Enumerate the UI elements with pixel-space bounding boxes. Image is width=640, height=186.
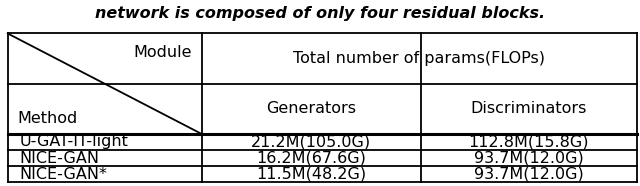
- Text: 93.7M(12.0G): 93.7M(12.0G): [474, 167, 584, 182]
- Text: Generators: Generators: [266, 101, 356, 116]
- Text: Discriminators: Discriminators: [471, 101, 587, 116]
- Text: 112.8M(15.8G): 112.8M(15.8G): [468, 134, 589, 150]
- Text: Method: Method: [17, 111, 77, 126]
- Text: 21.2M(105.0G): 21.2M(105.0G): [252, 134, 371, 150]
- Text: 11.5M(48.2G): 11.5M(48.2G): [256, 167, 367, 182]
- Text: network is composed of only four residual blocks.: network is composed of only four residua…: [95, 6, 545, 20]
- Text: NICE-GAN*: NICE-GAN*: [19, 167, 107, 182]
- Text: Total number of params(FLOPs): Total number of params(FLOPs): [293, 51, 545, 66]
- Text: NICE-GAN: NICE-GAN: [19, 151, 99, 166]
- Text: U-GAT-IT-light: U-GAT-IT-light: [19, 134, 128, 150]
- Text: 16.2M(67.6G): 16.2M(67.6G): [257, 151, 366, 166]
- Text: 93.7M(12.0G): 93.7M(12.0G): [474, 151, 584, 166]
- Text: Module: Module: [134, 45, 192, 60]
